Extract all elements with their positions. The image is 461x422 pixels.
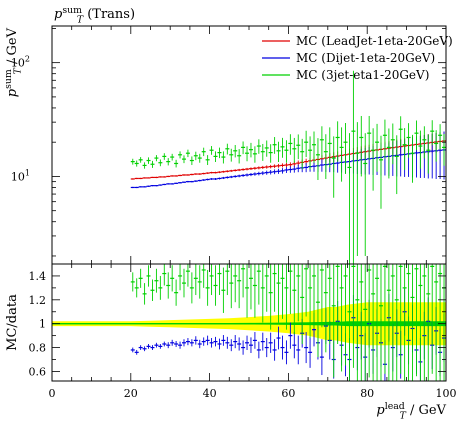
ratio-y-tick-label: 0.8: [29, 342, 47, 355]
ratio-y-tick-label: 1.4: [29, 270, 47, 283]
ratio-y-axis-label: MC/data: [5, 294, 20, 351]
legend-label-2: MC (3jet-eta1-20GeV): [296, 68, 429, 82]
main-y-tick-label: 101: [11, 168, 30, 183]
main-panel: 101 102: [11, 25, 447, 265]
x-tick-label: 80: [360, 387, 374, 400]
main-y-axis-label: psumT / GeV: [3, 27, 24, 97]
legend-label-1: MC (Dijet-1eta-20GeV): [296, 51, 435, 65]
main-y-tick-label: 102: [11, 55, 30, 70]
x-tick-label: 60: [281, 387, 295, 400]
ratio-y-tick-label: 1: [39, 318, 46, 331]
legend: MC (LeadJet-1eta-20GeV) MC (Dijet-1eta-20…: [262, 34, 453, 82]
x-axis-label: plead T / GeV: [376, 401, 446, 422]
x-tick-label: 40: [203, 387, 217, 400]
chart-title: psum T (Trans): [54, 5, 135, 26]
ratio-y-tick-label: 0.6: [29, 365, 47, 378]
ratio-panel: 0.6 0.8 1 1.2 1.4: [29, 263, 447, 382]
x-tick-label: 20: [124, 387, 138, 400]
legend-label-0: MC (LeadJet-1eta-20GeV): [296, 34, 453, 48]
ratio-y-tick-label: 1.2: [29, 294, 47, 307]
x-tick-label: 100: [436, 387, 457, 400]
x-tick-label: 0: [49, 387, 56, 400]
